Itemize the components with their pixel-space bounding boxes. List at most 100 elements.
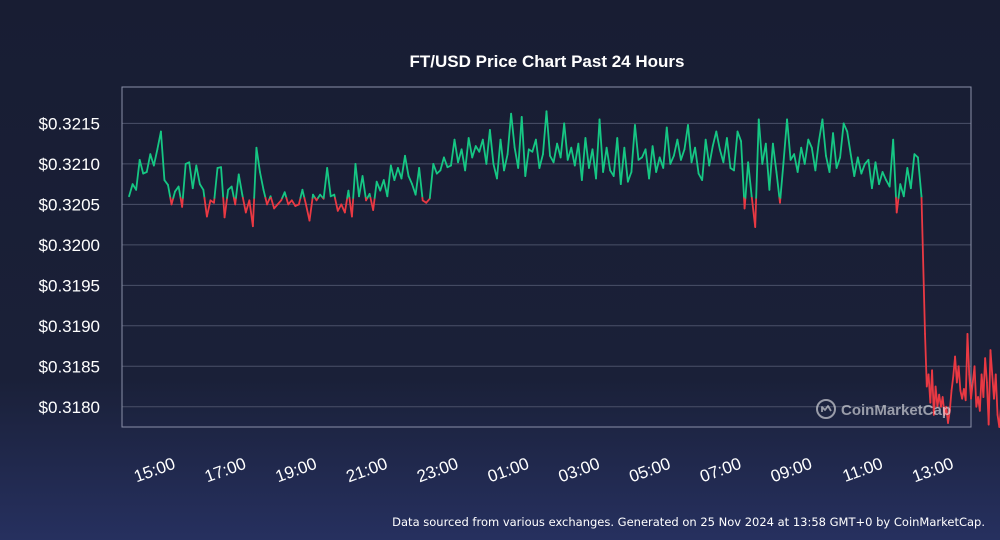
price-segment-up	[775, 171, 781, 199]
price-segment-up	[878, 171, 884, 186]
price-segment-up	[648, 145, 654, 180]
price-segment-up	[386, 164, 392, 198]
price-segment-up	[588, 148, 594, 169]
y-tick-label: $0.3195	[39, 276, 100, 295]
price-segment-up	[598, 118, 604, 173]
x-tick-label: 13:00	[910, 454, 956, 486]
price-segment-up	[361, 175, 367, 199]
price-segment-up	[764, 142, 771, 191]
price-segment-up	[226, 188, 230, 199]
price-segment-up	[644, 148, 650, 180]
price-segment-up	[577, 142, 583, 181]
price-segment-up	[726, 137, 732, 169]
price-segment-up	[443, 156, 449, 169]
price-segment-up	[471, 145, 477, 159]
price-segment-up	[655, 156, 661, 173]
price-segment-up	[779, 161, 785, 199]
price-segment-up	[404, 154, 410, 177]
price-segment-up	[253, 146, 258, 199]
price-segment-up	[358, 175, 364, 198]
price-segment-up	[755, 118, 760, 199]
price-segment-up	[630, 124, 636, 173]
x-tick-label: 23:00	[414, 454, 460, 486]
price-segment-up	[856, 156, 863, 175]
price-segment-up	[195, 164, 201, 186]
y-tick-label: $0.3210	[39, 155, 100, 174]
price-segment-up	[177, 185, 182, 199]
price-segment-up	[301, 188, 306, 199]
price-segment-up	[393, 167, 399, 181]
price-segment-up	[354, 163, 360, 198]
x-tick-label: 07:00	[697, 454, 743, 486]
price-segment-up	[821, 118, 827, 157]
price-segment-up	[520, 116, 527, 177]
price-segment-up	[860, 163, 866, 175]
footer-note: Data sourced from various exchanges. Gen…	[392, 515, 985, 529]
price-segment-down	[372, 197, 376, 211]
x-tick-label: 19:00	[273, 454, 319, 486]
price-segment-up	[235, 173, 240, 199]
price-segment-up	[181, 163, 187, 199]
price-segment-up	[220, 166, 225, 199]
price-segment-up	[772, 142, 778, 173]
price-segment-up	[580, 137, 587, 181]
price-segment-up	[888, 138, 895, 188]
price-segment-up	[711, 130, 718, 147]
price-segment-up	[566, 146, 573, 161]
price-segment-up	[198, 183, 205, 191]
y-axis-labels: $0.3215 $0.3210 $0.3205 $0.3200 $0.3195 $0.31…	[39, 114, 100, 416]
price-segment-up	[849, 153, 856, 177]
price-segment-down	[266, 197, 271, 206]
price-segment-up	[807, 138, 813, 149]
price-segment-up	[605, 146, 612, 172]
price-segment-up	[326, 167, 332, 198]
price-segment-up	[352, 163, 357, 199]
price-segment-down	[947, 409, 951, 424]
x-tick-label: 09:00	[768, 454, 814, 486]
price-segment-up	[552, 142, 559, 164]
price-segment-up	[545, 110, 551, 157]
price-segment-down	[203, 197, 208, 218]
price-segment-up	[559, 122, 566, 159]
price-segment-down	[941, 396, 946, 416]
chart-title: FT/USD Price Chart Past 24 Hours	[410, 52, 685, 71]
price-segment-up	[499, 138, 505, 172]
x-tick-label: 11:00	[840, 454, 885, 486]
price-segment-up	[467, 137, 474, 159]
price-segment-up	[542, 110, 548, 156]
price-segment-up	[810, 146, 817, 172]
price-segment-up	[669, 154, 675, 165]
price-segment-up	[439, 156, 445, 172]
price-segment-up	[701, 138, 707, 181]
x-axis-labels: 15:00 17:00 19:00 21:00 23:00 01:00 03:00 05:00…	[131, 454, 956, 486]
price-segment-up	[740, 140, 745, 199]
price-segment-up	[786, 118, 792, 161]
price-segment-down	[308, 197, 314, 222]
price-segment-up	[259, 171, 265, 191]
price-segment-up	[874, 161, 880, 186]
price-segment-down	[181, 197, 184, 208]
price-segment-up	[917, 156, 923, 198]
price-segment-up	[503, 153, 509, 172]
price-segment-up	[506, 112, 513, 156]
price-segment-up	[149, 153, 155, 167]
price-segment-up	[595, 118, 601, 180]
price-segment-down	[285, 197, 290, 206]
price-segment-up	[634, 124, 640, 161]
price-segment-up	[897, 183, 902, 199]
price-segment-up	[839, 122, 845, 159]
price-segment-up	[817, 118, 824, 143]
price-segment-up	[871, 161, 877, 190]
price-segment-up	[708, 145, 714, 167]
price-segment-up	[418, 167, 424, 199]
price-segment-up	[563, 122, 569, 161]
price-line	[128, 110, 1000, 428]
price-segment-down	[343, 197, 349, 214]
price-segment-down	[950, 375, 955, 392]
price-segment-up	[202, 188, 206, 199]
price-segment-down	[970, 381, 974, 400]
price-segment-up	[172, 190, 176, 199]
price-segment-down	[994, 373, 999, 416]
price-segment-up	[160, 130, 166, 181]
price-segment-up	[414, 167, 421, 196]
